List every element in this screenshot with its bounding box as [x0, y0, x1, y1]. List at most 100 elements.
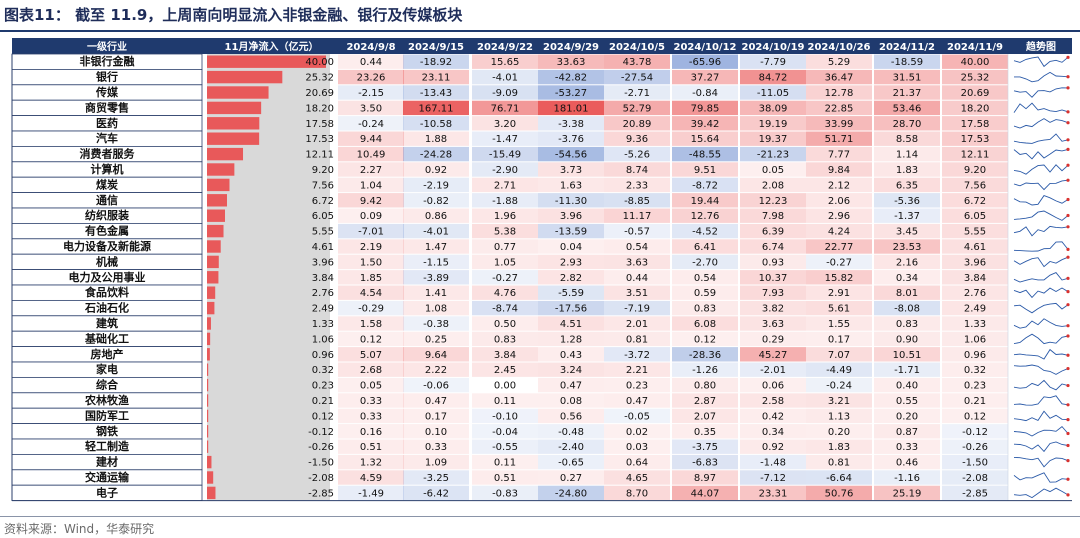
- heat-cell: [740, 408, 806, 424]
- weekly-flow-value: 2.19: [360, 242, 382, 253]
- trend-end-point: [1066, 110, 1070, 114]
- heat-cell: [604, 116, 670, 131]
- heat-cell: [338, 223, 404, 239]
- weekly-flow-value: -53.27: [555, 88, 587, 99]
- weekly-flow-value: 4.59: [360, 473, 382, 484]
- header-date: 2024/10/5: [609, 42, 665, 53]
- weekly-flow-value: -0.04: [492, 427, 518, 438]
- weekly-flow-value: 2.58: [762, 396, 784, 407]
- heat-cell: [538, 177, 604, 193]
- heat-cell: [472, 408, 538, 424]
- weekly-flow-value: 0.46: [896, 458, 918, 469]
- trend-end-point: [1066, 178, 1070, 182]
- industry-name: 纺织服装: [85, 208, 129, 222]
- weekly-flow-value: 0.51: [494, 473, 516, 484]
- heat-cell: [806, 146, 872, 162]
- heat-cell: [403, 116, 469, 131]
- weekly-flow-value: 15.65: [491, 57, 520, 68]
- weekly-flow-value: 1.83: [828, 442, 850, 453]
- header-industry: 一级行业: [87, 40, 127, 53]
- weekly-flow-value: 1.58: [360, 319, 382, 330]
- heat-cell: [403, 162, 469, 177]
- heat-cell: [942, 177, 1008, 193]
- heat-cell: [538, 424, 604, 439]
- heat-cell: [538, 362, 604, 377]
- weekly-flow-value: 1.04: [360, 180, 382, 191]
- heat-cell: [672, 470, 738, 485]
- weekly-flow-value: 19.44: [691, 196, 720, 207]
- table-row: 基础化工 1.06 0.12 0.25 0.83 1.28 0.81 0.12 0.29 0.17…: [11, 330, 1070, 348]
- weekly-flow-value: 1.83: [896, 165, 918, 176]
- table-row: 有色金属 5.55 -7.01 -4.01 5.38 -13.59 -0.57 -4.52 6.…: [11, 222, 1070, 240]
- heat-cell: [472, 54, 538, 69]
- heat-cell: [942, 85, 1008, 100]
- industry-name: 医药: [96, 116, 118, 130]
- trend-end-point: [1066, 213, 1070, 218]
- weekly-flow-value: 6.39: [762, 227, 784, 238]
- trend-sparkline: [1014, 71, 1069, 83]
- weekly-flow-value: 11.17: [623, 211, 652, 222]
- trend-end-point: [1066, 459, 1070, 463]
- weekly-flow-value: 6.35: [896, 180, 918, 191]
- weekly-flow-value: 9.20: [964, 165, 986, 176]
- weekly-flow-value: 9.51: [694, 165, 716, 176]
- heat-cell: [403, 470, 469, 485]
- weekly-flow-value: 2.87: [694, 396, 716, 407]
- weekly-flow-value: 12.76: [691, 211, 720, 222]
- weekly-flow-value: 10.49: [357, 150, 386, 161]
- weekly-flow-value: -1.26: [692, 365, 718, 376]
- weekly-flow-value: 0.25: [425, 334, 447, 345]
- weekly-flow-value: 4.51: [560, 319, 582, 330]
- weekly-flow-value: -6.83: [692, 458, 718, 469]
- weekly-flow-value: 4.61: [964, 242, 986, 253]
- heat-cell: [672, 408, 738, 424]
- trend-sparkline: [1013, 287, 1069, 299]
- heat-cell: [604, 393, 670, 408]
- heat-cell: [538, 408, 604, 424]
- weekly-flow-value: -6.64: [826, 473, 852, 484]
- industry-name: 非银行金融: [80, 54, 135, 68]
- table-row: 汽车 17.53 9.44 1.88 -1.47 -3.76 9.36 15.64 19.37 5…: [11, 130, 1070, 147]
- heat-cell: [806, 347, 872, 362]
- weekly-flow-value: 1.47: [425, 242, 447, 253]
- weekly-flow-value: -15.49: [489, 150, 521, 161]
- heat-cell: [806, 69, 872, 85]
- weekly-flow-value: -2.70: [692, 257, 718, 268]
- weekly-flow-value: 15.64: [691, 134, 720, 145]
- weekly-flow-value: 0.10: [425, 427, 447, 438]
- trend-end-point: [1066, 225, 1070, 229]
- weekly-flow-value: 0.29: [762, 334, 784, 345]
- heat-cell: [403, 377, 469, 393]
- weekly-flow-value: 43.78: [623, 57, 652, 68]
- weekly-flow-value: -10.58: [420, 119, 452, 130]
- weekly-flow-value: 3.73: [560, 165, 582, 176]
- table-row: 国防军工 0.12 0.33 0.17 -0.10 0.56 -0.05 2.07 0.42 1.…: [11, 407, 1070, 425]
- weekly-flow-value: 17.53: [961, 134, 990, 145]
- heat-cell: [806, 239, 872, 254]
- heat-cell: [472, 470, 538, 485]
- weekly-flow-value: 0.17: [828, 334, 850, 345]
- heat-cell: [942, 347, 1008, 362]
- weekly-flow-value: 0.40: [896, 381, 918, 392]
- nov-flow-bar: [207, 455, 212, 469]
- heat-cell: [538, 69, 604, 85]
- trend-end-point: [1066, 147, 1070, 151]
- nov-flow-bar: [207, 255, 219, 269]
- weekly-flow-value: -0.24: [358, 119, 384, 130]
- heat-cell: [338, 239, 404, 254]
- heat-cell: [740, 470, 806, 485]
- heat-cell: [403, 362, 469, 377]
- heat-cell: [338, 408, 404, 424]
- weekly-flow-value: 0.47: [425, 396, 447, 407]
- weekly-flow-value: 0.23: [964, 381, 986, 392]
- heat-cell: [874, 439, 940, 454]
- industry-name: 电子: [96, 485, 118, 499]
- heat-cell: [338, 485, 404, 501]
- heat-cell: [874, 193, 940, 208]
- weekly-flow-value: 25.32: [961, 73, 990, 84]
- weekly-flow-value: 3.50: [360, 103, 382, 114]
- weekly-flow-value: -27.54: [621, 73, 653, 84]
- heat-cell: [338, 439, 404, 454]
- heat-cell: [672, 316, 738, 331]
- weekly-flow-value: -0.24: [826, 381, 852, 392]
